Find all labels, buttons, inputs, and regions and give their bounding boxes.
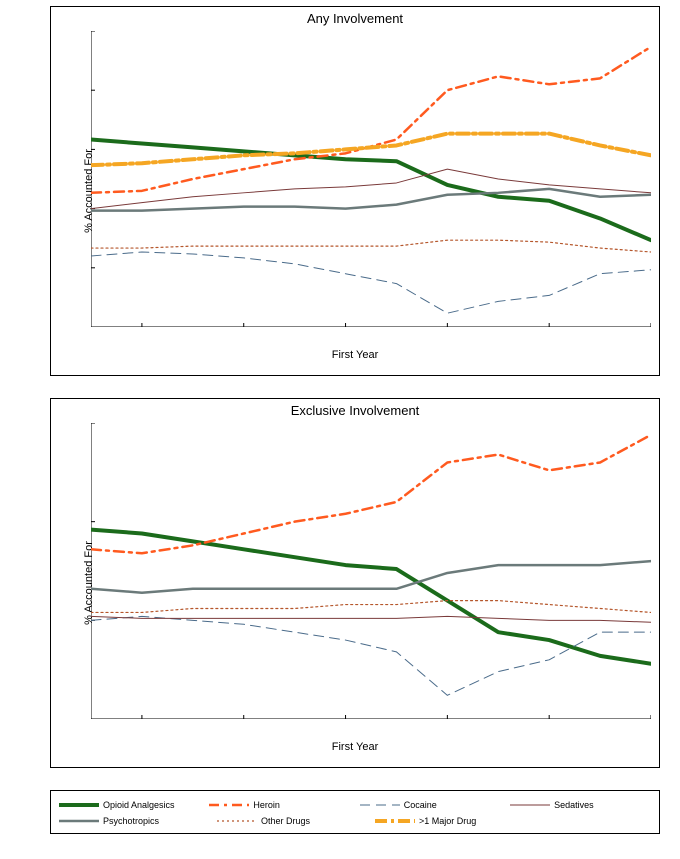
legend-item-opioid: Opioid Analgesics <box>59 799 201 811</box>
series-line-heroin <box>91 435 651 553</box>
x-axis-label: First Year <box>51 741 659 753</box>
legend-item-major: >1 Major Drug <box>375 815 525 827</box>
legend-swatch-heroin <box>209 799 249 811</box>
chart-title: Exclusive Involvement <box>51 403 659 418</box>
legend-swatch-major <box>375 815 415 827</box>
legend-row: Opioid Analgesics Heroin Cocaine Sedatives <box>59 797 651 813</box>
legend-swatch-psychotropics <box>59 815 99 827</box>
chart-panel-exclusive: Exclusive Involvement% Accounted ForFirs… <box>50 398 660 768</box>
legend-item-psychotropics: Psychotropics <box>59 815 209 827</box>
series-line-cocaine <box>91 252 651 313</box>
legend-swatch-cocaine <box>360 799 400 811</box>
legend-label: Psychotropics <box>103 816 159 826</box>
legend-label: Opioid Analgesics <box>103 800 175 810</box>
legend-label: Cocaine <box>404 800 437 810</box>
chart-title: Any Involvement <box>51 11 659 26</box>
x-axis-label: First Year <box>51 349 659 361</box>
legend-label: Heroin <box>253 800 280 810</box>
legend-swatch-sedatives <box>510 799 550 811</box>
plot-area: -300306090120200020022004200620082010 <box>91 31 649 325</box>
legend-label: Other Drugs <box>261 816 310 826</box>
series-line-heroin <box>91 47 651 193</box>
figure-container: Any Involvement% Accounted ForFirst Year… <box>0 0 680 859</box>
series-line-sedatives <box>91 169 651 208</box>
plot-area: -2502550200020022004200620082010 <box>91 423 649 717</box>
legend-label: Sedatives <box>554 800 594 810</box>
legend-label: >1 Major Drug <box>419 816 476 826</box>
legend: Opioid Analgesics Heroin Cocaine Sedatives P… <box>50 790 660 834</box>
chart-panel-any: Any Involvement% Accounted ForFirst Year… <box>50 6 660 376</box>
legend-item-cocaine: Cocaine <box>360 799 502 811</box>
legend-item-sedatives: Sedatives <box>510 799 643 811</box>
series-line-other <box>91 240 651 252</box>
series-line-other <box>91 601 651 613</box>
legend-swatch-opioid <box>59 799 99 811</box>
legend-item-other: Other Drugs <box>217 815 367 827</box>
series-line-cocaine <box>91 616 651 695</box>
series-line-opioid <box>91 530 651 664</box>
legend-swatch-other <box>217 815 257 827</box>
legend-row: Psychotropics Other Drugs >1 Major Drug <box>59 813 651 829</box>
series-line-opioid <box>91 140 651 241</box>
chart-svg: -2502550200020022004200620082010 <box>91 423 651 719</box>
chart-svg: -300306090120200020022004200620082010 <box>91 31 651 327</box>
legend-item-heroin: Heroin <box>209 799 351 811</box>
